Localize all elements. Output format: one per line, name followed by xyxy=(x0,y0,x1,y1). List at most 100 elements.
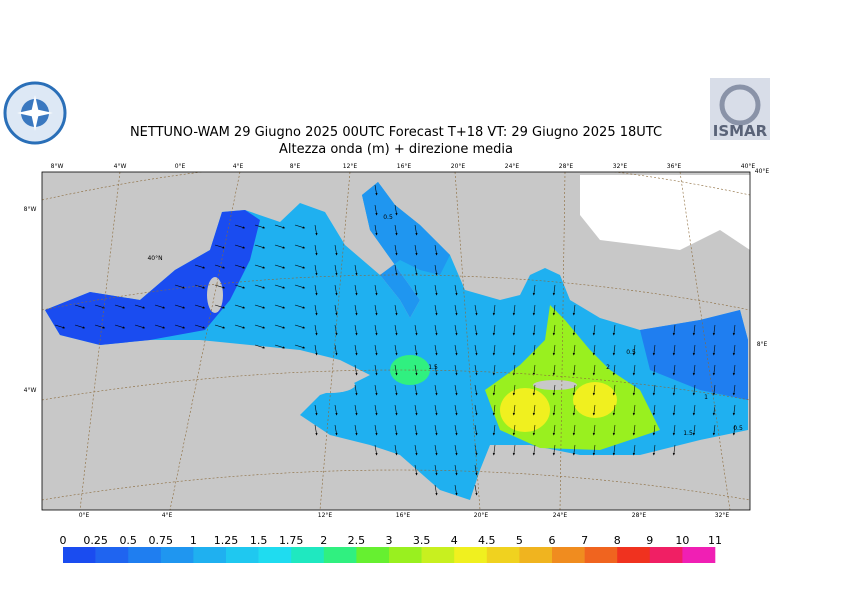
graticule-label: 8°E xyxy=(757,341,768,348)
wave-arrow xyxy=(254,284,266,289)
subtitle: Altezza onda (m) + direzione media xyxy=(279,142,513,157)
wave-arrow xyxy=(552,284,556,296)
wave-arrow xyxy=(294,324,306,329)
wave-arrow xyxy=(732,404,736,416)
colorbar-swatch xyxy=(519,547,553,563)
wave-arrow xyxy=(512,424,516,436)
wave-arrow xyxy=(74,324,86,329)
wave-arrow xyxy=(414,424,418,436)
wave-arrow xyxy=(414,324,418,336)
colorbar-label: 3.5 xyxy=(413,534,431,547)
wave-arrow xyxy=(572,344,576,356)
wave-arrow xyxy=(592,404,596,416)
wave-arrow xyxy=(294,284,306,289)
colorbar-swatch xyxy=(421,547,455,563)
wave-arrow xyxy=(134,324,146,329)
wave-arrow xyxy=(374,424,378,436)
wave-arrow xyxy=(414,264,418,276)
wave-arrow xyxy=(434,244,438,256)
wave-arrow xyxy=(672,424,676,436)
graticule-label: 40°E xyxy=(741,163,756,170)
wave-arrow xyxy=(374,344,378,356)
colorbar-label: 8 xyxy=(614,534,621,547)
wave-arrow xyxy=(572,404,576,416)
wave-arrow xyxy=(394,444,398,456)
wave-arrow xyxy=(692,324,696,336)
colorbar-label: 4.5 xyxy=(478,534,496,547)
wave-arrow xyxy=(632,404,636,416)
wave-arrow xyxy=(592,364,596,376)
wave-arrow xyxy=(274,284,286,289)
wave-arrow xyxy=(414,244,418,256)
wave-arrow xyxy=(294,344,306,349)
graticule-label: 28°E xyxy=(559,163,574,170)
wave-arrow xyxy=(632,384,636,396)
colorbar-swatch xyxy=(454,547,488,563)
wave-arrow xyxy=(672,364,676,376)
wave-arrow xyxy=(354,384,358,396)
wave-arrow xyxy=(512,444,516,456)
wave-arrow xyxy=(492,324,496,336)
contour-label: 0.5 xyxy=(383,214,393,221)
colorbar-label: 11 xyxy=(708,534,722,547)
wave-arrow xyxy=(532,404,536,416)
wave-arrow xyxy=(592,324,596,336)
wave-arrow xyxy=(712,424,716,436)
wave-arrow xyxy=(334,284,338,296)
wave-arrow xyxy=(394,304,398,316)
wave-arrow xyxy=(732,424,736,436)
graticule-label: 40°E xyxy=(755,168,770,175)
wave-arrow xyxy=(552,324,556,336)
wave-arrow xyxy=(632,424,636,436)
title: NETTUNO-WAM 29 Giugno 2025 00UTC Forecas… xyxy=(130,125,662,140)
wave-arrow xyxy=(532,424,536,436)
wave-arrow xyxy=(114,324,126,329)
wave-arrow xyxy=(474,324,478,336)
wave-arrow xyxy=(214,264,226,269)
colorbar-label: 2.5 xyxy=(348,534,366,547)
wave-arrow xyxy=(672,404,676,416)
wave-arrow xyxy=(234,224,246,229)
wave-arrow xyxy=(454,304,458,316)
wave-arrow xyxy=(334,264,338,276)
wave-arrow xyxy=(374,364,378,376)
wave-arrow xyxy=(572,304,576,316)
wave-arrow xyxy=(732,364,736,376)
colorbar-label: 1.75 xyxy=(279,534,304,547)
wave-arrow xyxy=(154,304,166,309)
wave-arrow xyxy=(492,304,496,316)
graticule-label: 8°W xyxy=(51,163,64,170)
wave-arrow xyxy=(114,304,126,309)
colorbar-label: 5 xyxy=(516,534,523,547)
wave-arrow xyxy=(712,324,716,336)
graticule-label: 4°W xyxy=(114,163,127,170)
contour-label: 1.5 xyxy=(683,430,693,437)
logo-text: ISMAR xyxy=(713,122,768,140)
wave-arrow xyxy=(434,424,438,436)
colorbar-label: 0.75 xyxy=(149,534,174,547)
wave-arrow xyxy=(552,444,556,456)
graticule-label: 16°E xyxy=(397,163,412,170)
wave-arrow xyxy=(274,224,286,229)
colorbar-swatch xyxy=(63,547,96,563)
wave-arrow xyxy=(474,364,478,376)
wave-arrow xyxy=(254,344,266,349)
wave-arrow xyxy=(552,404,556,416)
wave-arrow xyxy=(512,344,516,356)
wave-arrow xyxy=(334,304,338,316)
wave-arrow xyxy=(394,404,398,416)
graticule-label: 0°E xyxy=(79,512,90,519)
wave-arrow xyxy=(572,324,576,336)
wave-arrow xyxy=(652,364,656,376)
wave-arrow xyxy=(194,324,206,329)
wave-arrow xyxy=(394,224,398,236)
wave-arrow xyxy=(354,424,358,436)
wave-arrow xyxy=(374,284,378,296)
colorbar-swatch xyxy=(128,547,162,563)
wave-arrow xyxy=(374,384,378,396)
wave-arrow xyxy=(474,304,478,316)
wave-arrow xyxy=(652,344,656,356)
wave-arrow xyxy=(214,324,226,329)
wave-arrow xyxy=(692,364,696,376)
